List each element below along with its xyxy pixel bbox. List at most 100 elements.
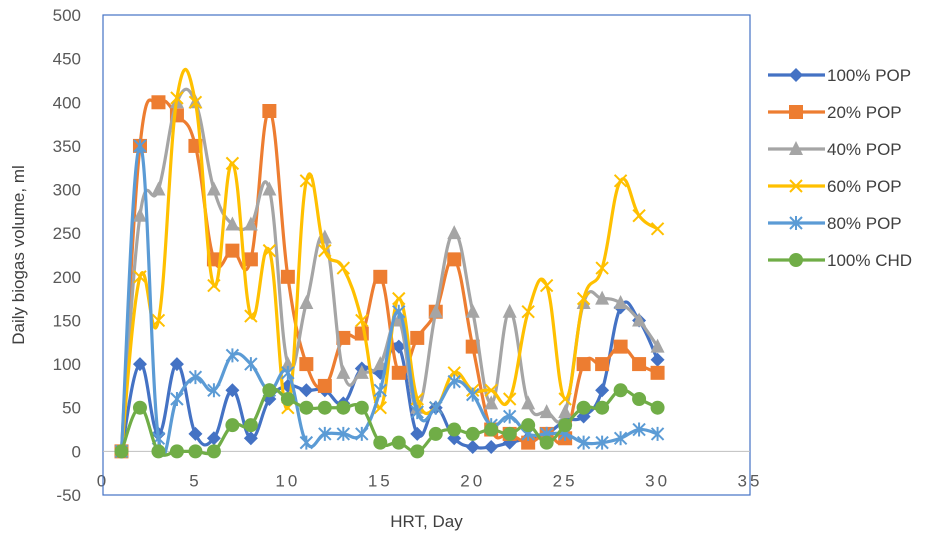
data-point [299, 357, 314, 372]
legend-swatch-marker [789, 141, 803, 155]
plot-area-border [102, 14, 751, 496]
y-tick-label: 200 [53, 268, 81, 287]
data-point [243, 418, 258, 433]
data-point [447, 225, 462, 240]
data-point [539, 435, 554, 450]
data-point [650, 338, 665, 353]
x-tick-label: 35 [738, 471, 763, 490]
data-point [373, 383, 387, 398]
data-point [465, 303, 480, 318]
series-layer [114, 68, 665, 459]
data-point [206, 444, 221, 459]
x-tick-label: 5 [189, 471, 201, 490]
data-point [114, 444, 129, 459]
data-point [576, 357, 591, 372]
data-point [188, 426, 203, 441]
data-point [318, 426, 332, 441]
data-point [392, 291, 406, 306]
data-point [650, 400, 665, 415]
data-point [484, 440, 499, 454]
legend-label: 80% POP [827, 214, 902, 233]
y-axis-title: Daily biogas volume, ml [9, 165, 28, 345]
data-point [133, 138, 147, 153]
data-point [576, 400, 591, 415]
data-point [558, 392, 572, 406]
data-point [447, 374, 461, 389]
data-point [354, 364, 369, 379]
y-axis-ticks: -50 0 50 100 150 200 250 300 350 400 450 500 [53, 6, 81, 505]
series-line-20pct-pop [119, 98, 660, 453]
data-point [262, 104, 277, 118]
data-point [299, 295, 314, 309]
y-tick-label: 150 [53, 311, 81, 330]
data-point [410, 330, 425, 345]
y-tick-label: 450 [53, 50, 81, 69]
data-point [355, 313, 369, 328]
data-point [280, 392, 295, 406]
data-point [465, 339, 480, 354]
data-point [262, 181, 277, 196]
data-point [207, 383, 221, 398]
x-tick-label: 30 [645, 471, 670, 490]
data-point [262, 243, 277, 258]
y-tick-label: 500 [53, 6, 81, 25]
data-point [484, 395, 499, 410]
data-point [613, 383, 628, 398]
data-point [355, 426, 369, 441]
legend-item-100pct-chd: 100% CHD [768, 251, 912, 270]
data-point [151, 95, 166, 110]
data-point [317, 378, 332, 393]
data-point [613, 174, 628, 188]
series-60pct-pop [114, 68, 665, 459]
data-point [595, 261, 609, 275]
data-point [428, 426, 443, 441]
data-point [132, 400, 147, 415]
data-point [262, 383, 277, 398]
data-point [650, 222, 665, 236]
data-point [410, 405, 424, 420]
data-point [280, 269, 295, 284]
data-point [391, 339, 406, 354]
data-point [484, 422, 499, 437]
legend-item-20pct-pop: 20% POP [768, 103, 902, 122]
y-tick-label: 100 [53, 355, 81, 374]
data-point [299, 400, 314, 415]
data-point [373, 435, 388, 450]
data-point [243, 431, 258, 446]
data-point [207, 278, 221, 293]
legend-swatch-marker [789, 179, 803, 193]
data-point [632, 422, 646, 437]
x-tick-label: 25 [553, 471, 578, 490]
data-point [595, 290, 610, 305]
data-point [465, 426, 480, 441]
data-point [650, 365, 665, 380]
legend-item-80pct-pop: 80% POP [768, 214, 902, 233]
data-point [188, 444, 203, 459]
data-point [151, 313, 166, 328]
data-point [317, 400, 332, 415]
data-point [632, 209, 646, 223]
data-point [225, 243, 240, 258]
data-point [539, 278, 554, 293]
data-point [466, 387, 480, 402]
data-point [650, 352, 665, 367]
data-point [595, 383, 610, 398]
data-point [170, 392, 184, 406]
data-point [318, 243, 332, 258]
data-point [225, 156, 240, 171]
data-point [521, 418, 536, 433]
data-point [558, 418, 573, 433]
y-tick-label: 250 [53, 224, 81, 243]
y-tick-label: -50 [56, 486, 81, 505]
data-point [613, 295, 628, 309]
data-point [502, 392, 517, 406]
data-point [391, 435, 406, 450]
data-point [428, 303, 443, 318]
data-point [281, 365, 295, 380]
data-point [225, 216, 240, 231]
legend-swatch-marker [789, 68, 803, 82]
data-point [244, 309, 258, 323]
data-point [132, 357, 147, 372]
x-tick-label: 20 [460, 471, 485, 490]
x-axis-ticks: 0 5 10 15 20 25 30 35 [97, 471, 763, 490]
